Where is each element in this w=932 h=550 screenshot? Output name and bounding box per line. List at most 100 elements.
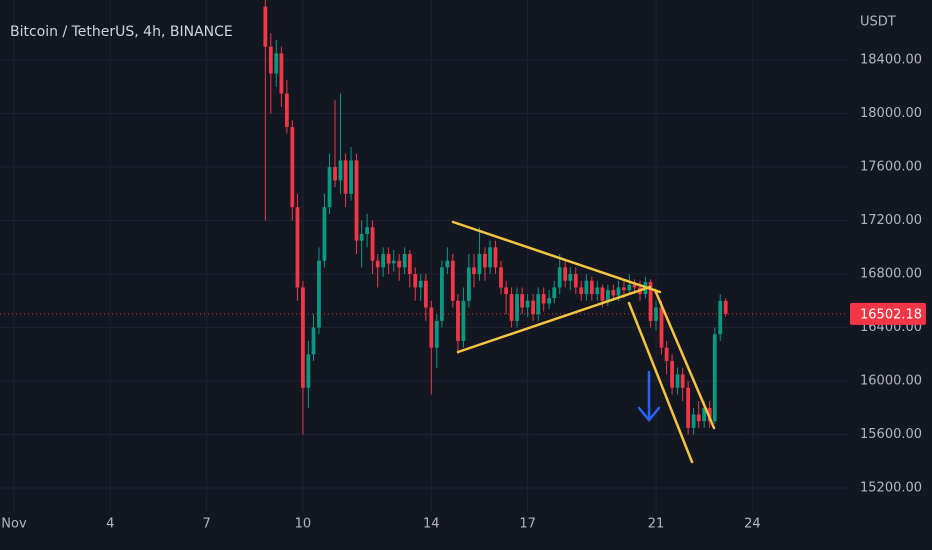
candle-body (370, 227, 375, 261)
y-tick-label: 16000.00 (860, 374, 922, 389)
candle-body (691, 414, 696, 428)
candle-body (290, 126, 295, 208)
candle-body (274, 53, 279, 74)
candle-body (536, 294, 541, 315)
candle-body (488, 247, 492, 268)
candle-body (440, 267, 444, 321)
candle-body (418, 280, 423, 288)
candle-body (541, 294, 546, 304)
trendline (456, 285, 652, 354)
candle-body (386, 253, 391, 264)
candle-body (670, 360, 674, 388)
candle-body (423, 280, 428, 308)
x-tick-label: 10 (295, 517, 312, 532)
last-price-tag (850, 302, 926, 325)
candle-body (338, 160, 343, 181)
candle-body (611, 290, 616, 296)
y-tick-label: 15600.00 (860, 427, 922, 442)
candle-body (595, 287, 600, 295)
candle-body (627, 284, 632, 291)
x-tick-label: 14 (423, 517, 440, 532)
candle-body (407, 253, 412, 275)
candle-body (605, 290, 610, 301)
candle-body (600, 287, 605, 301)
candle-body (301, 287, 305, 388)
y-tick-label: 17600.00 (860, 160, 922, 175)
x-tick-label: 21 (648, 517, 665, 532)
candle-body (547, 298, 552, 304)
candle-body (472, 267, 476, 275)
candle-body (375, 260, 380, 268)
candle-body (354, 160, 359, 241)
y-tick-label: 16800.00 (860, 267, 922, 282)
candle-body (333, 167, 337, 181)
candle-body (284, 93, 289, 127)
x-tick-label: 4 (106, 517, 114, 532)
candle-body (461, 300, 466, 341)
candle-body (349, 160, 353, 194)
candles (0, 0, 848, 435)
candle-body (509, 294, 514, 321)
candle-body (563, 267, 568, 281)
candle-body (632, 284, 637, 288)
candle-body (568, 274, 573, 281)
candle-body (279, 53, 284, 94)
x-tick-label: 7 (202, 517, 210, 532)
candle-body (456, 300, 460, 341)
candle-body (434, 320, 439, 348)
last-price-label: 16502.18 (860, 307, 922, 322)
arrow-head (637, 406, 661, 422)
axes: 15200.0015600.0016000.0016400.0016800.00… (1, 53, 926, 532)
candle-body (589, 280, 594, 295)
candle-body (445, 260, 450, 268)
candle-body (675, 374, 680, 388)
candle-body (343, 160, 348, 194)
arrow (637, 370, 661, 422)
y-tick-label: 15200.00 (860, 481, 922, 496)
trendline (627, 301, 694, 464)
candle-body (429, 307, 434, 348)
candle-body (622, 287, 626, 291)
candle-body (504, 287, 509, 295)
candle-body (381, 253, 386, 268)
candle-body (515, 294, 519, 321)
y-axis-label: USDT (860, 15, 896, 30)
candle-body (648, 282, 653, 321)
candle-body (483, 253, 487, 268)
candle-body (584, 280, 589, 295)
x-tick-label: 17 (519, 517, 536, 532)
y-tick-label: 18000.00 (860, 106, 922, 121)
candle-body (723, 300, 728, 314)
candle-body (557, 267, 562, 288)
candle-body (317, 260, 321, 328)
candle-body (696, 414, 701, 422)
candle-body (525, 300, 530, 308)
candle-body (718, 300, 723, 335)
candle-body (477, 253, 482, 275)
candle-body (707, 407, 712, 422)
candle-body (391, 260, 396, 264)
drawings (451, 220, 716, 464)
candle-body (450, 260, 455, 301)
chart-title: Bitcoin / TetherUS, 4h, BINANCE (10, 24, 233, 40)
trendline (451, 220, 662, 294)
candle-body (493, 247, 498, 268)
x-tick-label: Nov (1, 517, 27, 532)
candle-body (520, 294, 525, 308)
candle-body (311, 327, 316, 355)
y-tick-label: 17200.00 (860, 213, 922, 228)
candle-body (365, 227, 370, 234)
candle-body (306, 354, 311, 388)
candle-body (263, 6, 268, 47)
candle-body (680, 374, 685, 388)
candle-body (466, 267, 471, 301)
candle-body (295, 207, 300, 288)
x-tick-label: 24 (744, 517, 761, 532)
candle-body (686, 387, 691, 428)
trendline (653, 288, 716, 430)
candle-body (268, 46, 273, 74)
candle-body (573, 274, 578, 288)
candle-body (359, 233, 364, 241)
